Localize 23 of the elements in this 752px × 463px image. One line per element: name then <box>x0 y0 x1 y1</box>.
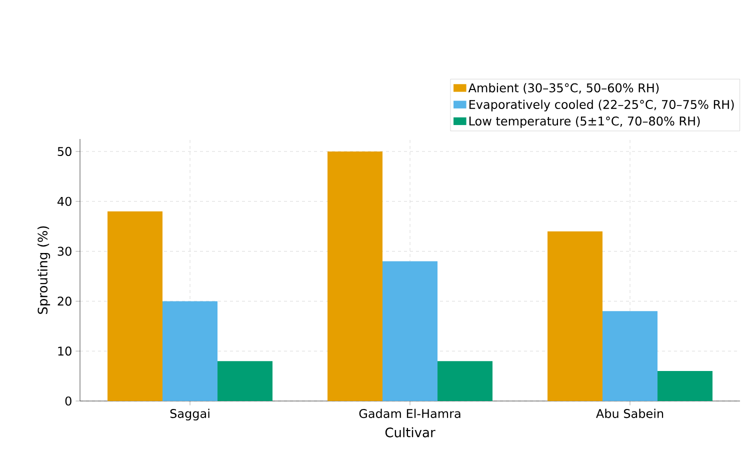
bar <box>658 371 713 401</box>
x-tick-label: Saggai <box>170 408 210 420</box>
bar <box>328 151 383 401</box>
legend-label: Low temperature (5±1°C, 70–80% RH) <box>469 116 700 128</box>
bar <box>162 301 218 401</box>
y-tick-label: 50 <box>58 146 72 156</box>
bar <box>382 261 438 401</box>
bar <box>438 361 493 401</box>
bar <box>602 311 658 401</box>
x-axis-title: Cultivar <box>385 427 436 438</box>
legend-label: Ambient (30–35°C, 50–60% RH) <box>468 83 659 94</box>
y-axis-title: Sprouting (%) <box>37 226 50 314</box>
y-tick-label: 0 <box>65 396 72 406</box>
bar <box>108 211 162 401</box>
x-tick-label: Abu Sabein <box>596 408 664 418</box>
legend-label: Evaporatively cooled (22–25°C, 70–75% RH) <box>469 100 734 112</box>
y-tick-label: 30 <box>58 246 72 256</box>
bar <box>548 231 603 401</box>
y-tick-label: 40 <box>58 196 72 206</box>
y-tick-label: 10 <box>58 346 72 356</box>
bar <box>218 361 273 401</box>
y-tick-label: 20 <box>58 296 72 306</box>
x-tick-label: Gadam El-Hamra <box>359 408 460 418</box>
